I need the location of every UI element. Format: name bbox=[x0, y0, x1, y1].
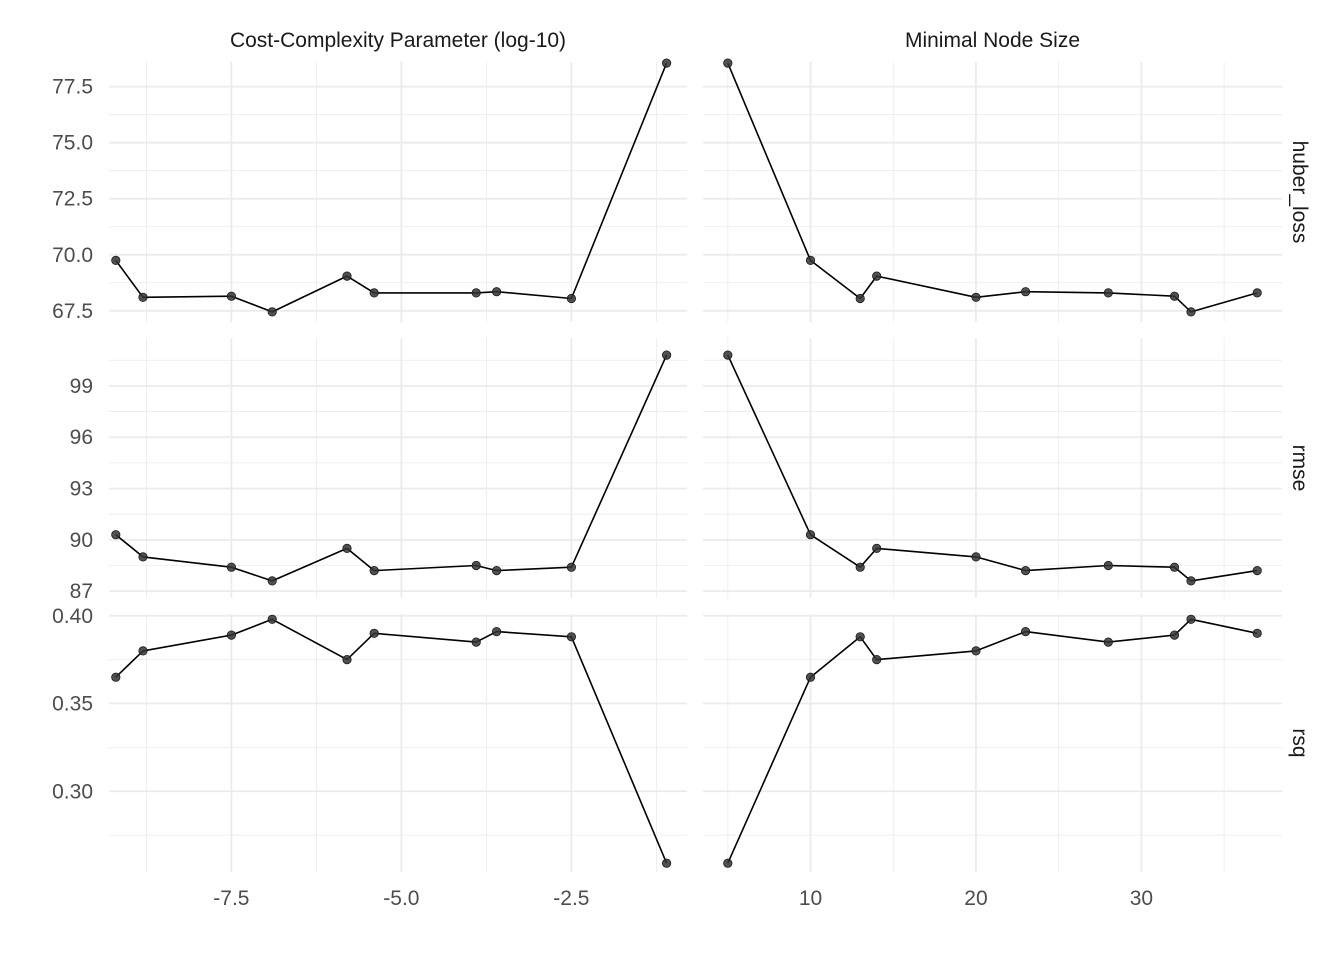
data-point bbox=[1103, 560, 1113, 571]
x-tick-label: -5.0 bbox=[383, 887, 419, 910]
data-point bbox=[1169, 291, 1180, 301]
data-point bbox=[971, 646, 981, 656]
data-point bbox=[1020, 626, 1031, 637]
y-tick-label: 99 bbox=[70, 375, 93, 398]
y-tick-label: 0.40 bbox=[52, 605, 93, 628]
y-tick-label: 90 bbox=[70, 529, 93, 552]
data-point bbox=[1252, 288, 1262, 298]
data-point bbox=[661, 350, 672, 360]
data-point bbox=[872, 654, 882, 665]
data-point bbox=[566, 293, 577, 304]
data-point bbox=[723, 350, 733, 360]
data-point bbox=[661, 858, 672, 868]
data-point bbox=[971, 552, 981, 562]
y-tick-label: 0.30 bbox=[52, 780, 93, 803]
data-point bbox=[471, 560, 481, 571]
x-tick-label: -2.5 bbox=[553, 887, 589, 910]
y-tick-label: 70.0 bbox=[52, 244, 93, 267]
y-tick-label: 67.5 bbox=[52, 300, 93, 323]
data-point bbox=[138, 646, 148, 656]
data-point bbox=[855, 562, 865, 572]
x-tick-label: 10 bbox=[799, 887, 822, 910]
data-point bbox=[267, 576, 277, 586]
data-point bbox=[111, 530, 121, 540]
data-point bbox=[1169, 562, 1180, 572]
data-point bbox=[138, 552, 148, 562]
data-point bbox=[369, 288, 379, 298]
y-tick-label: 72.5 bbox=[52, 188, 93, 211]
series-line-huber_loss-col2 bbox=[727, 62, 1258, 313]
data-point bbox=[566, 632, 577, 642]
data-point bbox=[1186, 614, 1196, 624]
data-point bbox=[1252, 565, 1262, 576]
data-point bbox=[111, 672, 121, 682]
data-point bbox=[491, 626, 502, 637]
y-tick-label: 87 bbox=[70, 580, 93, 603]
y-tick-label: 96 bbox=[70, 426, 93, 449]
data-point bbox=[872, 271, 882, 281]
data-point bbox=[723, 858, 733, 868]
column-strip-label: Cost-Complexity Parameter (log-10) bbox=[230, 29, 566, 52]
data-point bbox=[226, 291, 236, 301]
series-line-rmse-col2 bbox=[727, 354, 1258, 582]
data-point bbox=[1103, 637, 1113, 647]
data-point bbox=[226, 630, 236, 640]
data-point bbox=[1020, 565, 1031, 576]
data-point bbox=[342, 543, 352, 554]
x-tick-label: 20 bbox=[964, 887, 987, 910]
data-point bbox=[855, 293, 865, 304]
data-point bbox=[342, 271, 352, 281]
data-point bbox=[971, 292, 981, 302]
row-strip-label: huber_loss bbox=[1288, 141, 1311, 244]
series-line-huber_loss-col1 bbox=[115, 62, 668, 313]
data-point bbox=[471, 637, 481, 647]
data-point bbox=[138, 292, 148, 302]
data-point bbox=[267, 307, 277, 317]
series-line-rsq-col2 bbox=[727, 618, 1258, 864]
data-point bbox=[342, 654, 352, 665]
data-point bbox=[1186, 307, 1196, 317]
series-line-rmse-col1 bbox=[115, 354, 668, 582]
row-strip-label: rmse bbox=[1288, 445, 1311, 492]
data-point bbox=[872, 543, 882, 554]
x-tick-label: -7.5 bbox=[213, 887, 249, 910]
data-point bbox=[805, 530, 816, 540]
y-tick-label: 0.35 bbox=[52, 693, 93, 716]
data-point bbox=[1169, 630, 1180, 640]
data-point bbox=[661, 58, 672, 68]
data-point bbox=[1103, 288, 1113, 298]
data-point bbox=[805, 672, 816, 682]
data-point bbox=[491, 287, 502, 297]
data-point bbox=[226, 562, 236, 572]
data-point bbox=[471, 288, 481, 298]
data-point bbox=[111, 255, 121, 265]
column-strip-label: Minimal Node Size bbox=[905, 29, 1080, 52]
series-line-rsq-col1 bbox=[115, 618, 668, 864]
y-tick-label: 93 bbox=[70, 478, 93, 501]
data-point bbox=[805, 255, 816, 265]
y-tick-label: 75.0 bbox=[52, 132, 93, 155]
data-point bbox=[1252, 628, 1262, 638]
data-point bbox=[1020, 287, 1031, 297]
y-tick-label: 77.5 bbox=[52, 76, 93, 99]
data-point bbox=[1186, 576, 1196, 586]
data-point bbox=[369, 628, 379, 638]
data-point bbox=[855, 632, 865, 642]
row-strip-label: rsq bbox=[1288, 728, 1311, 757]
data-point bbox=[369, 565, 379, 576]
data-point bbox=[566, 562, 577, 572]
data-point bbox=[491, 565, 502, 576]
data-point bbox=[267, 614, 277, 624]
x-tick-label: 30 bbox=[1130, 887, 1153, 910]
data-point bbox=[723, 58, 733, 68]
